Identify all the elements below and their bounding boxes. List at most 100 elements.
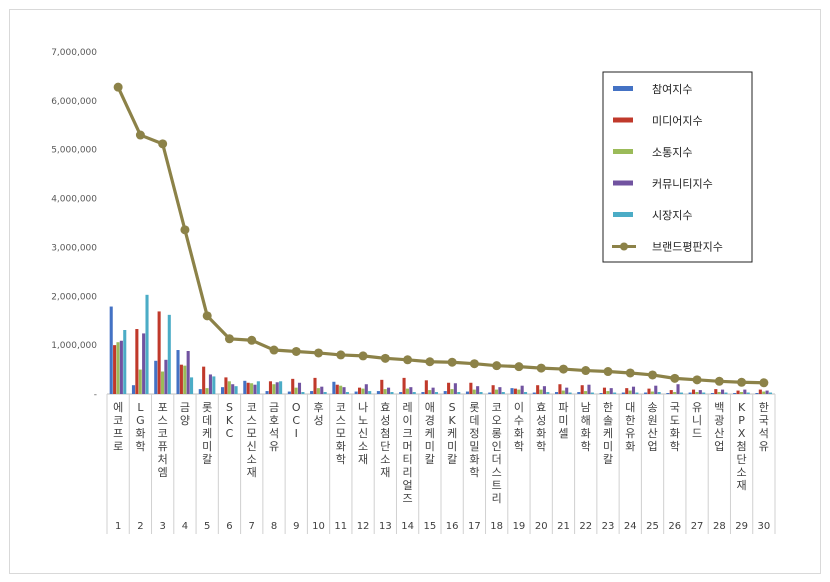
bar-소통지수: [762, 391, 766, 394]
legend-swatch: [620, 242, 628, 251]
bar-커뮤니티지수: [297, 382, 302, 394]
bar-참여지수: [688, 392, 692, 394]
bar-미디어지수: [491, 385, 495, 394]
y-tick-label: 1,000,000: [51, 341, 97, 351]
legend-swatch: [613, 117, 633, 123]
bar-소통지수: [339, 385, 343, 394]
y-tick-label: 2,000,000: [51, 292, 97, 302]
bar-미디어지수: [380, 379, 384, 394]
bar-미디어지수: [580, 385, 584, 394]
rank-number: 26: [668, 521, 681, 532]
bar-미디어지수: [558, 384, 562, 394]
bar-시장지수: [479, 392, 483, 394]
bar-소통지수: [450, 389, 454, 394]
bar-소통지수: [472, 389, 476, 394]
bar-미디어지수: [135, 329, 139, 394]
point-브랜드평판지수: [180, 225, 190, 235]
point-브랜드평판지수: [380, 353, 390, 363]
rank-number: 14: [401, 521, 414, 532]
y-tick-label: 4,000,000: [51, 195, 97, 205]
bar-참여지수: [555, 392, 559, 394]
bar-소통지수: [138, 369, 142, 394]
bar-시장지수: [657, 392, 661, 394]
bar-미디어지수: [714, 389, 718, 394]
bar-미디어지수: [536, 385, 540, 394]
point-브랜드평판지수: [291, 346, 301, 356]
bar-커뮤니티지수: [565, 387, 569, 394]
point-브랜드평판지수: [714, 376, 724, 386]
bar-소통지수: [272, 384, 276, 394]
bar-시장지수: [123, 329, 127, 394]
bar-커뮤니티지수: [164, 359, 168, 394]
rank-number: 22: [579, 521, 592, 532]
bar-시장지수: [457, 392, 461, 394]
y-tick-label: 5,000,000: [51, 146, 97, 156]
bar-소통지수: [606, 391, 610, 394]
point-브랜드평판지수: [558, 364, 568, 374]
bar-참여지수: [154, 360, 158, 394]
rank-number: 21: [557, 521, 570, 532]
rank-number: 29: [735, 521, 748, 532]
rank-number: 1: [115, 521, 121, 532]
bar-미디어지수: [335, 384, 339, 394]
bar-참여지수: [666, 393, 670, 394]
point-브랜드평판지수: [447, 357, 457, 367]
bar-시장지수: [635, 392, 639, 394]
bar-시장지수: [145, 294, 149, 394]
bar-미디어지수: [179, 364, 183, 394]
bar-미디어지수: [246, 382, 250, 394]
point-브랜드평판지수: [670, 373, 680, 383]
bar-커뮤니티지수: [142, 333, 146, 394]
bar-미디어지수: [625, 388, 629, 394]
bar-미디어지수: [291, 378, 295, 394]
bar-시장지수: [323, 392, 327, 394]
rank-number: 9: [293, 521, 299, 532]
bar-시장지수: [524, 392, 528, 394]
bar-시장지수: [702, 392, 706, 394]
bar-소통지수: [561, 390, 565, 394]
point-브랜드평판지수: [113, 82, 123, 92]
rank-number: 6: [226, 521, 232, 532]
point-브랜드평판지수: [135, 130, 145, 140]
bar-커뮤니티지수: [676, 384, 680, 394]
bar-시장지수: [412, 392, 416, 394]
bar-미디어지수: [469, 382, 473, 394]
rank-number: 13: [379, 521, 392, 532]
bar-참여지수: [443, 391, 447, 394]
point-브랜드평판지수: [314, 348, 324, 358]
bar-커뮤니티지수: [654, 385, 658, 394]
bar-시장지수: [434, 392, 439, 394]
rank-number: 20: [535, 521, 548, 532]
rank-number: 8: [271, 521, 277, 532]
bar-참여지수: [332, 381, 336, 394]
rank-number: 2: [137, 521, 143, 532]
bar-참여지수: [510, 388, 514, 394]
bar-커뮤니티지수: [364, 384, 368, 394]
bar-소통지수: [494, 389, 499, 394]
point-브랜드평판지수: [514, 362, 524, 372]
bar-시장지수: [746, 392, 750, 394]
legend-label: 참여지수: [652, 83, 692, 96]
bar-참여지수: [221, 387, 225, 394]
bar-미디어지수: [669, 390, 673, 394]
bar-커뮤니티지수: [498, 387, 502, 394]
bar-커뮤니티지수: [520, 385, 524, 394]
bar-참여지수: [310, 391, 314, 394]
bar-소통지수: [294, 387, 298, 394]
